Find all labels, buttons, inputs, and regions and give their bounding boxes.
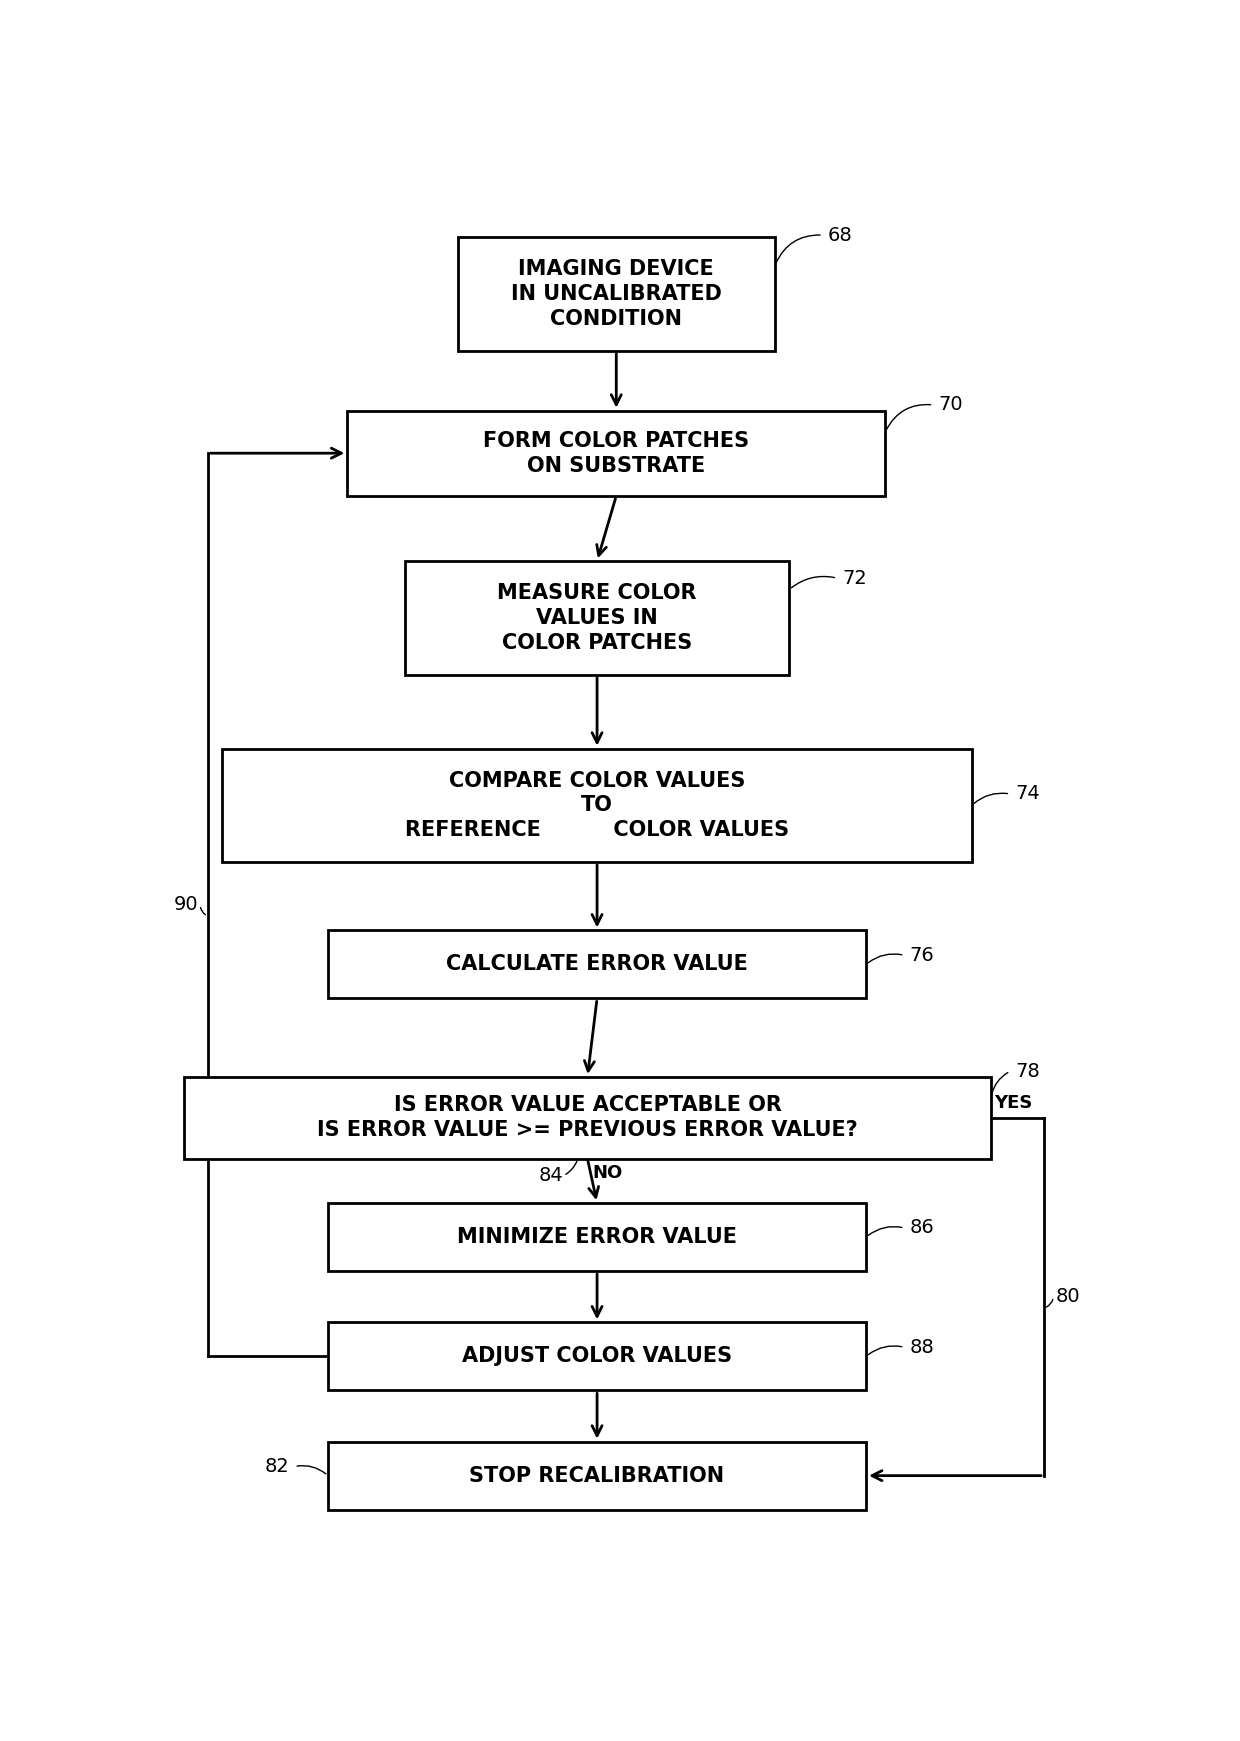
FancyBboxPatch shape	[327, 1321, 866, 1391]
Text: 74: 74	[1016, 785, 1040, 804]
Text: YES: YES	[994, 1093, 1033, 1112]
Text: IMAGING DEVICE
IN UNCALIBRATED
CONDITION: IMAGING DEVICE IN UNCALIBRATED CONDITION	[511, 259, 722, 329]
Text: STOP RECALIBRATION: STOP RECALIBRATION	[470, 1466, 724, 1485]
Text: 88: 88	[909, 1337, 934, 1356]
FancyBboxPatch shape	[458, 237, 775, 352]
Text: FORM COLOR PATCHES
ON SUBSTRATE: FORM COLOR PATCHES ON SUBSTRATE	[484, 430, 749, 475]
Text: 70: 70	[939, 395, 962, 414]
FancyBboxPatch shape	[222, 749, 972, 862]
FancyBboxPatch shape	[327, 930, 866, 999]
Text: MINIMIZE ERROR VALUE: MINIMIZE ERROR VALUE	[458, 1227, 737, 1247]
Text: 68: 68	[828, 226, 852, 244]
Text: ADJUST COLOR VALUES: ADJUST COLOR VALUES	[463, 1346, 732, 1367]
Text: 72: 72	[842, 569, 867, 588]
FancyBboxPatch shape	[347, 411, 885, 496]
Text: 86: 86	[909, 1219, 934, 1238]
Text: 76: 76	[909, 945, 934, 965]
Text: MEASURE COLOR
VALUES IN
COLOR PATCHES: MEASURE COLOR VALUES IN COLOR PATCHES	[497, 583, 697, 653]
Text: NO: NO	[593, 1165, 622, 1182]
Text: COMPARE COLOR VALUES
TO
REFERENCE          COLOR VALUES: COMPARE COLOR VALUES TO REFERENCE COLOR …	[405, 771, 789, 841]
FancyBboxPatch shape	[404, 561, 789, 676]
Text: 84: 84	[538, 1166, 563, 1186]
Text: IS ERROR VALUE ACCEPTABLE OR
IS ERROR VALUE >= PREVIOUS ERROR VALUE?: IS ERROR VALUE ACCEPTABLE OR IS ERROR VA…	[317, 1095, 858, 1140]
FancyBboxPatch shape	[327, 1442, 866, 1509]
Text: CALCULATE ERROR VALUE: CALCULATE ERROR VALUE	[446, 954, 748, 975]
FancyBboxPatch shape	[184, 1078, 991, 1160]
Text: 82: 82	[265, 1457, 289, 1476]
Text: 80: 80	[1055, 1287, 1080, 1306]
Text: 90: 90	[174, 895, 198, 914]
FancyBboxPatch shape	[327, 1203, 866, 1271]
Text: 78: 78	[1016, 1062, 1040, 1081]
